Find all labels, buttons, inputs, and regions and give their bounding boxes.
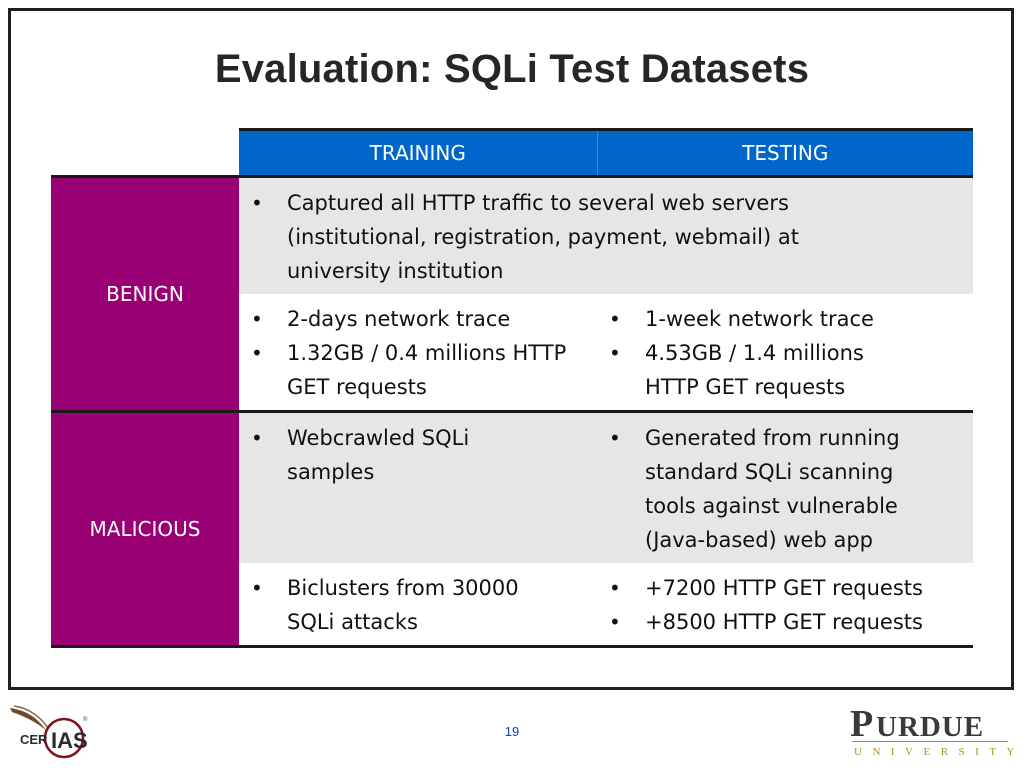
row-label-malicious: MALICIOUS: [51, 410, 239, 648]
svg-text:P: P: [850, 703, 873, 745]
malicious-testing-cell-a: Generated from running standard SQLi sca…: [597, 410, 973, 563]
malicious-testing-cell-b: +7200 HTTP GET requests +8500 HTTP GET r…: [597, 563, 973, 648]
list-item: Captured all HTTP traffic to several web…: [251, 186, 873, 288]
svg-text:CER: CER: [20, 732, 48, 747]
row-label-benign: BENIGN: [51, 175, 239, 412]
malicious-training-cell-b: Biclusters from 30000 SQLi attacks: [239, 563, 597, 648]
list-item: Biclusters from 30000 SQLi attacks: [251, 571, 557, 639]
table-row: 2-days network trace 1.32GB / 0.4 millio…: [51, 294, 973, 412]
column-header-testing: TESTING: [597, 128, 973, 177]
table-row: BENIGN Captured all HTTP traffic to seve…: [51, 175, 973, 412]
cerias-logo-graphic: CER IAS ®: [10, 705, 88, 759]
page-number: 19: [504, 724, 520, 739]
cerias-logo: CER IAS ®: [6, 700, 92, 764]
svg-text:®: ®: [83, 716, 88, 723]
list-item: 2-days network trace: [251, 302, 589, 336]
purdue-logo-graphic: P URDUE UNIVERSITY: [850, 703, 1015, 758]
list-item: Webcrawled SQLi samples: [251, 421, 537, 489]
column-header-training: TRAINING: [239, 128, 598, 177]
table-row: Biclusters from 30000 SQLi attacks +7200…: [51, 563, 973, 648]
benign-testing-cell: 1-week network trace 4.53GB / 1.4 millio…: [597, 294, 973, 412]
list-item: Generated from running standard SQLi sca…: [609, 421, 943, 557]
list-item: +7200 HTTP GET requests: [609, 571, 965, 605]
list-item: 4.53GB / 1.4 millions HTTP GET requests: [609, 336, 893, 404]
benign-training-cell: 2-days network trace 1.32GB / 0.4 millio…: [239, 294, 597, 412]
benign-shared-cell: Captured all HTTP traffic to several web…: [239, 175, 973, 294]
header-corner: [51, 129, 239, 177]
svg-text:UNIVERSITY: UNIVERSITY: [854, 746, 1014, 758]
slide-title: Evaluation: SQLi Test Datasets: [214, 47, 810, 91]
table-row: MALICIOUS Webcrawled SQLi samples Genera…: [51, 410, 973, 648]
datasets-table: TRAINING TESTING BENIGN Captured all HTT…: [51, 128, 973, 648]
list-item: 1-week network trace: [609, 302, 893, 336]
svg-text:URDUE: URDUE: [876, 711, 984, 743]
svg-text:IAS: IAS: [51, 728, 88, 753]
malicious-training-cell-a: Webcrawled SQLi samples: [239, 410, 597, 563]
purdue-logo: P URDUE UNIVERSITY: [846, 700, 1015, 760]
list-item: +8500 HTTP GET requests: [609, 605, 965, 639]
table-header-row: TRAINING TESTING: [51, 128, 973, 177]
list-item: 1.32GB / 0.4 millions HTTP GET requests: [251, 336, 589, 404]
